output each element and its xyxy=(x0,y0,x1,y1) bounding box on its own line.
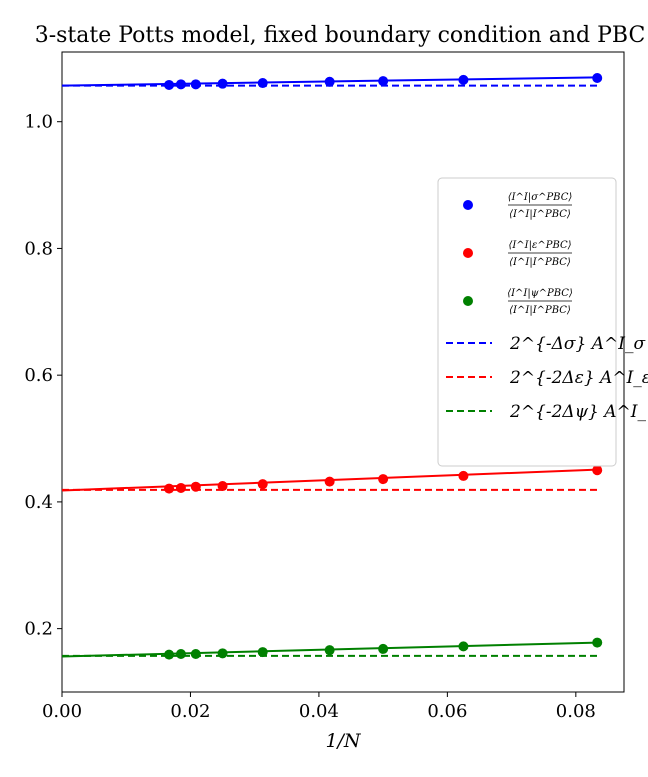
data-point-0-7 xyxy=(175,79,186,90)
data-point-0-3 xyxy=(324,76,335,87)
x-tick-label: 0.04 xyxy=(299,701,339,722)
y-tick-label: 0.2 xyxy=(24,619,53,640)
legend-marker-2 xyxy=(463,296,473,306)
data-point-2-4 xyxy=(257,647,268,658)
data-point-1-1 xyxy=(458,470,469,481)
chart-title: 3-state Potts model, fixed boundary cond… xyxy=(35,23,646,48)
data-point-0-2 xyxy=(378,76,389,87)
legend-marker-1 xyxy=(463,248,473,258)
legend-label-reference-2: 2^{-2Δψ} A^I_ψ xyxy=(509,402,648,422)
legend-label-denominator-1: ⟨I^I|I^PBC⟩ xyxy=(509,257,571,268)
legend-label-reference-1: 2^{-2Δε} A^I_ε xyxy=(509,368,648,388)
y-tick-label: 0.4 xyxy=(24,492,53,513)
data-point-2-5 xyxy=(217,648,228,659)
legend-label-denominator-0: ⟨I^I|I^PBC⟩ xyxy=(509,209,571,220)
legend-label-reference-0: 2^{-Δσ} A^I_σ xyxy=(509,334,645,354)
legend-label-numerator-1: ⟨I^I|ε^PBC⟩ xyxy=(508,240,571,251)
y-tick-label: 0.8 xyxy=(24,238,53,259)
data-point-2-2 xyxy=(378,643,389,654)
data-point-0-0 xyxy=(592,72,603,83)
data-point-2-7 xyxy=(175,648,186,659)
x-axis-ticks: 0.00 0.02 0.04 0.06 0.08 xyxy=(42,692,596,722)
data-point-2-1 xyxy=(458,641,469,652)
data-point-1-5 xyxy=(217,481,228,492)
x-tick-label: 0.02 xyxy=(170,701,210,722)
data-point-1-0 xyxy=(592,465,603,476)
data-point-0-8 xyxy=(164,79,175,90)
x-tick-label: 0.08 xyxy=(556,701,596,722)
data-point-0-1 xyxy=(458,74,469,85)
y-tick-label: 0.6 xyxy=(24,365,53,386)
data-point-2-8 xyxy=(164,649,175,660)
plot-area xyxy=(61,51,625,693)
data-point-2-3 xyxy=(324,645,335,656)
x-axis-label: 1/N xyxy=(325,730,361,752)
data-point-1-3 xyxy=(324,476,335,487)
data-point-1-2 xyxy=(378,474,389,485)
data-point-2-0 xyxy=(592,637,603,648)
legend-label-numerator-2: ⟨I^I|ψ^PBC⟩ xyxy=(507,288,573,299)
data-point-0-6 xyxy=(190,79,201,90)
legend: ⟨I^I|σ^PBC⟩ ⟨I^I|I^PBC⟩ ⟨I^I|ε^PBC⟩ ⟨I^I|I^… xyxy=(437,177,648,467)
data-point-1-4 xyxy=(257,479,268,490)
legend-label-numerator-0: ⟨I^I|σ^PBC⟩ xyxy=(508,192,573,203)
data-point-1-6 xyxy=(190,481,201,492)
data-point-0-5 xyxy=(217,78,228,89)
legend-label-denominator-2: ⟨I^I|I^PBC⟩ xyxy=(509,305,571,316)
x-tick-label: 0.00 xyxy=(42,701,82,722)
data-point-1-7 xyxy=(175,482,186,493)
legend-marker-0 xyxy=(463,200,473,210)
data-point-2-6 xyxy=(190,648,201,659)
data-point-1-8 xyxy=(164,483,175,494)
data-point-0-4 xyxy=(257,78,268,89)
data-points xyxy=(164,72,603,660)
y-axis-ticks: 0.2 0.4 0.6 0.8 1.0 xyxy=(24,112,62,640)
y-tick-label: 1.0 xyxy=(24,112,53,133)
legend-frame xyxy=(437,177,617,467)
x-tick-label: 0.06 xyxy=(427,701,467,722)
